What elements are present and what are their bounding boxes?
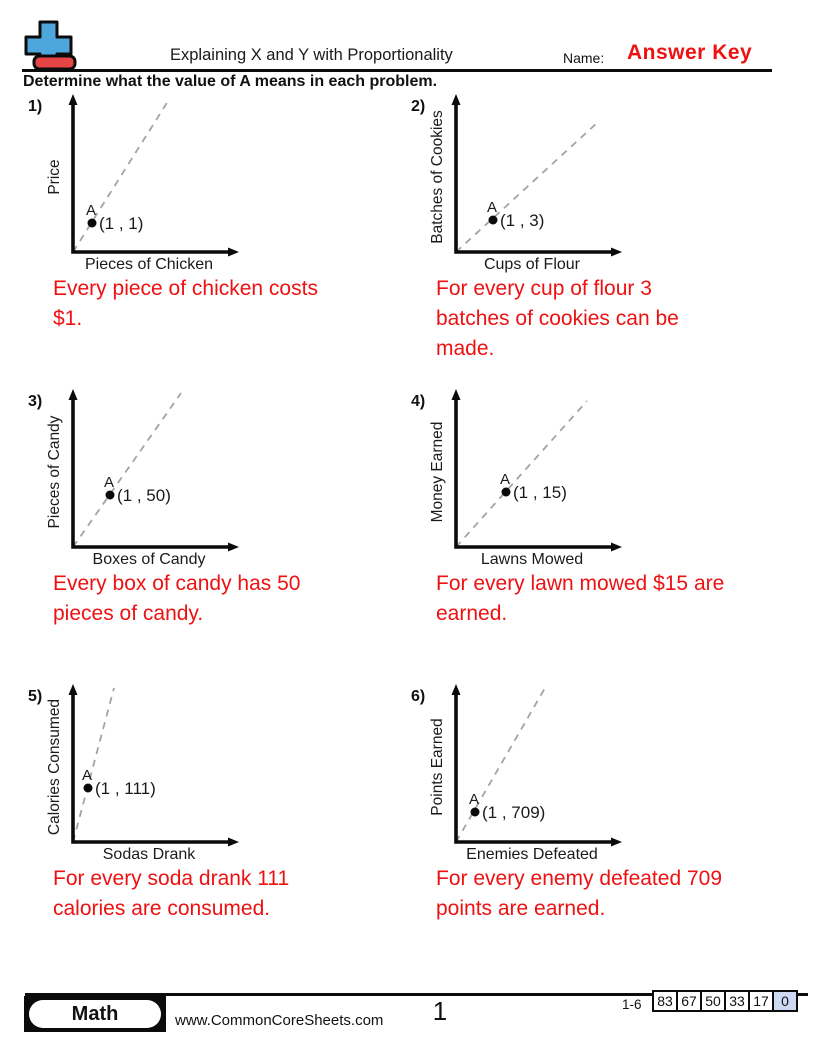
problem-cell: 3) A (1 , 50) Boxes of Candy Pieces of C… xyxy=(20,385,405,680)
point-a-dot xyxy=(501,487,511,497)
x-axis-arrow xyxy=(228,247,239,257)
point-a-dot xyxy=(87,218,97,228)
footer-rule xyxy=(25,993,808,996)
problem-cell: 2) A (1 , 3) Cups of Flour Batches of Co… xyxy=(403,90,788,385)
proportional-line xyxy=(455,687,546,843)
page-title: Explaining X and Y with Proportionality xyxy=(170,46,453,64)
answer-text: For every cup of flour 3 batches of cook… xyxy=(436,277,679,360)
y-axis-arrow xyxy=(451,389,461,400)
problem-number: 2) xyxy=(411,98,426,115)
point-coordinates: (1 , 3) xyxy=(500,211,544,230)
answer-text: For every enemy defeated 709 points are … xyxy=(436,867,723,920)
point-a-dot xyxy=(470,807,480,817)
proportional-line xyxy=(455,122,598,253)
point-a-label: A xyxy=(86,202,96,219)
answer-text: For every lawn mowed $15 are earned. xyxy=(436,572,725,625)
x-axis-label: Lawns Mowed xyxy=(481,551,583,568)
header-rule xyxy=(22,69,772,72)
y-axis-arrow xyxy=(68,389,78,400)
score-box: 83 xyxy=(652,990,678,1012)
x-axis-arrow xyxy=(611,542,622,552)
x-axis-arrow xyxy=(611,247,622,257)
answer-key-text: Answer Key xyxy=(627,41,753,64)
x-axis-label: Cups of Flour xyxy=(484,256,581,273)
point-a-label: A xyxy=(82,767,92,784)
x-axis-label: Pieces of Chicken xyxy=(85,256,213,273)
y-axis-arrow xyxy=(451,684,461,695)
x-axis-label: Boxes of Candy xyxy=(93,551,206,568)
score-box: 33 xyxy=(724,990,750,1012)
point-a-label: A xyxy=(469,791,479,808)
x-axis-label: Enemies Defeated xyxy=(466,846,598,863)
problem-number: 3) xyxy=(28,393,43,410)
x-axis-arrow xyxy=(611,837,622,847)
point-a-dot xyxy=(83,783,93,793)
proportional-line xyxy=(72,392,182,548)
point-coordinates: (1 , 15) xyxy=(513,483,567,502)
problem-number: 5) xyxy=(28,688,43,705)
score-table: 83 67 50 33 17 0 xyxy=(652,990,798,1012)
score-box: 0 xyxy=(772,990,798,1012)
point-a-label: A xyxy=(104,474,114,491)
proportional-graph: A (1 , 15) Lawns Mowed Money Earned xyxy=(429,389,622,568)
y-axis-arrow xyxy=(68,94,78,105)
problem-number: 4) xyxy=(411,393,426,410)
y-axis-label: Price xyxy=(46,159,63,194)
point-coordinates: (1 , 1) xyxy=(99,214,143,233)
math-badge-label: Math xyxy=(29,1000,161,1028)
point-a-dot xyxy=(105,490,115,500)
math-badge: Math xyxy=(24,996,166,1032)
problem-number: 6) xyxy=(411,688,426,705)
proportional-graph: A (1 , 709) Enemies Defeated Points Earn… xyxy=(429,684,622,863)
axis-lines xyxy=(71,104,229,254)
score-range-label: 1-6 xyxy=(622,997,642,1012)
problem-cell: 6) A (1 , 709) Enemies Defeated Points E… xyxy=(403,680,788,975)
point-coordinates: (1 , 111) xyxy=(95,779,156,798)
y-axis-label: Points Earned xyxy=(429,718,446,815)
problem-cell: 5) A (1 , 111) Sodas Drank Calories Cons… xyxy=(20,680,405,975)
answer-text: Every box of candy has 50 pieces of cand… xyxy=(53,572,301,625)
y-axis-arrow xyxy=(451,94,461,105)
y-axis-label: Batches of Cookies xyxy=(429,110,446,244)
axis-lines xyxy=(454,694,612,844)
proportional-graph: A (1 , 1) Pieces of Chicken Price xyxy=(46,94,239,273)
x-axis-label: Sodas Drank xyxy=(103,846,196,863)
website-text: www.CommonCoreSheets.com xyxy=(175,1012,384,1029)
proportional-graph: A (1 , 50) Boxes of Candy Pieces of Cand… xyxy=(46,389,239,568)
y-axis-arrow xyxy=(68,684,78,695)
point-coordinates: (1 , 50) xyxy=(117,486,171,505)
problems-grid: 1) A (1 , 1) Pieces of Chicken Price Eve… xyxy=(20,90,788,975)
problem-number: 1) xyxy=(28,98,43,115)
axis-lines xyxy=(71,694,229,844)
score-box: 50 xyxy=(700,990,726,1012)
x-axis-arrow xyxy=(228,542,239,552)
problem-cell: 1) A (1 , 1) Pieces of Chicken Price Eve… xyxy=(20,90,405,385)
score-box: 17 xyxy=(748,990,774,1012)
y-axis-label: Pieces of Candy xyxy=(46,415,63,528)
point-coordinates: (1 , 709) xyxy=(482,803,545,822)
point-a-label: A xyxy=(487,199,497,216)
answer-text: Every piece of chicken costs $1. xyxy=(53,277,318,330)
problem-cell: 4) A (1 , 15) Lawns Mowed Money Earned F… xyxy=(403,385,788,680)
page-number: 1 xyxy=(432,996,448,1026)
point-a-dot xyxy=(488,215,498,225)
y-axis-label: Calories Consumed xyxy=(46,699,63,835)
instruction-text: Determine what the value of A means in e… xyxy=(23,73,438,90)
proportional-graph: A (1 , 3) Cups of Flour Batches of Cooki… xyxy=(429,94,622,273)
y-axis-label: Money Earned xyxy=(429,422,446,523)
name-label: Name: xyxy=(563,50,605,66)
answer-text: For every soda drank 111 calories are co… xyxy=(53,867,290,920)
x-axis-arrow xyxy=(228,837,239,847)
point-a-label: A xyxy=(500,471,510,488)
score-box: 67 xyxy=(676,990,702,1012)
axis-lines xyxy=(454,399,612,549)
proportional-line xyxy=(455,400,588,548)
proportional-graph: A (1 , 111) Sodas Drank Calories Consume… xyxy=(46,684,239,863)
proportional-line xyxy=(72,687,115,843)
axis-lines xyxy=(454,104,612,254)
axis-lines xyxy=(71,399,229,549)
